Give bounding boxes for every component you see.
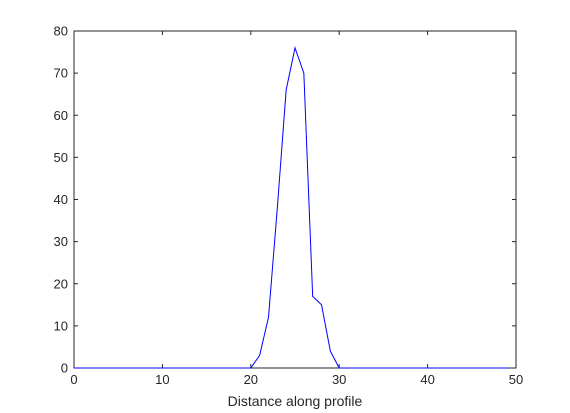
x-tick-label: 30 bbox=[332, 372, 346, 387]
y-tick-label: 60 bbox=[54, 108, 68, 123]
x-axis-label: Distance along profile bbox=[228, 393, 363, 409]
y-tick-label: 10 bbox=[54, 318, 68, 333]
x-tick-label: 50 bbox=[509, 372, 523, 387]
x-tick-label: 20 bbox=[244, 372, 258, 387]
y-tick-label: 80 bbox=[54, 24, 68, 39]
y-tick-label: 20 bbox=[54, 276, 68, 291]
y-tick-label: 0 bbox=[61, 361, 68, 376]
y-tick-label: 30 bbox=[54, 234, 68, 249]
x-tick-label: 0 bbox=[70, 372, 77, 387]
y-tick-label: 40 bbox=[54, 192, 68, 207]
x-tick-label: 40 bbox=[420, 372, 434, 387]
y-axis-ticks: 0 10 20 30 40 50 60 70 80 bbox=[54, 24, 516, 376]
series-line-0 bbox=[74, 45, 508, 369]
x-tick-label: 10 bbox=[155, 372, 169, 387]
series-layer bbox=[74, 45, 508, 369]
y-tick-label: 70 bbox=[54, 66, 68, 81]
plot-area bbox=[73, 30, 517, 369]
x-axis-ticks: 0 10 20 30 40 50 bbox=[70, 31, 523, 387]
y-tick-label: 50 bbox=[54, 150, 68, 165]
